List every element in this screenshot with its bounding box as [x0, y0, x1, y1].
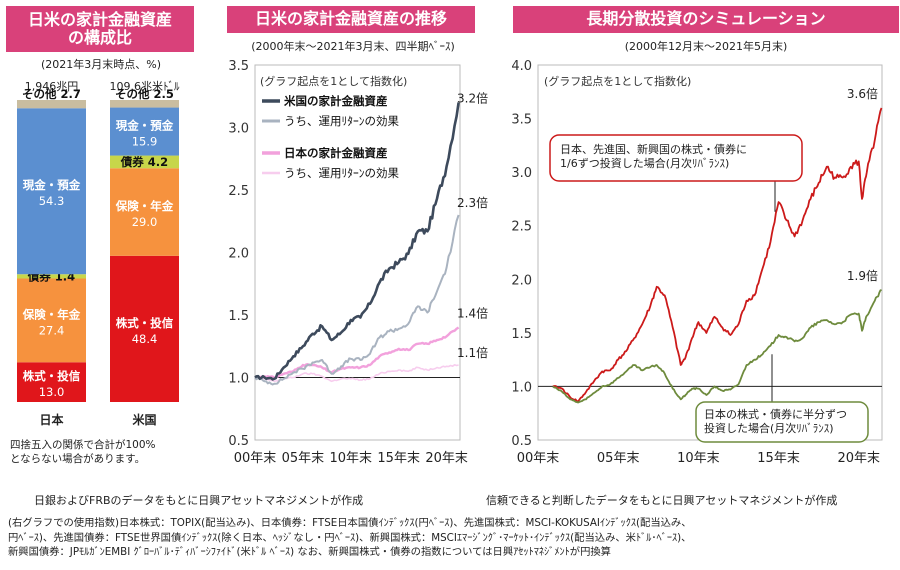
bar-segment	[110, 168, 179, 256]
legend-label: 米国の家計金融資産	[283, 94, 388, 108]
y-tick-label: 2.5	[228, 184, 249, 199]
segment-label: 現金・預金	[116, 119, 174, 133]
x-tick-label: 00年末	[234, 451, 277, 466]
bar-segment	[17, 362, 86, 402]
segment-label: 保険・年金	[115, 199, 174, 213]
y-tick-label: 3.0	[228, 122, 249, 137]
callout-top-text: 日本、先進国、新興国の株式・債券に 1/6ずつ投資した場合(月次ﾘﾊﾞﾗﾝｽ)	[560, 142, 747, 170]
y-tick-label: 0.5	[511, 434, 532, 449]
segment-label: 株式・投信	[23, 369, 81, 383]
callout-bottom-text: 日本の株式・債券に半分ずつ投資した場合(月次ﾘﾊﾞﾗﾝｽ)	[704, 407, 847, 435]
legend-label: 日本の家計金融資産	[284, 146, 388, 160]
x-tick-label: 10年末	[677, 451, 720, 466]
y-tick-label: 3.5	[228, 59, 249, 74]
bar-segment	[110, 107, 179, 156]
bar-segment	[110, 255, 179, 402]
segment-label: 保険・年金	[22, 307, 81, 321]
bar-segment	[17, 100, 86, 109]
end-label: 3.2倍	[457, 91, 488, 106]
bar-segment	[17, 278, 86, 363]
bar-total-label: 1,946兆円	[25, 80, 79, 93]
bottom-note: (右グラフでの使用指数)日本株式：TOPIX(配当込み)、日本債券：FTSE日本…	[8, 517, 692, 559]
bar-segment	[110, 100, 179, 108]
end-label: 2.3倍	[457, 195, 488, 210]
segment-label-inline: 債券 4.2	[120, 155, 168, 169]
panel2-title: 日米の家計金融資産の推移	[227, 6, 475, 33]
y-tick-label: 2.0	[228, 247, 249, 262]
x-tick-label: 20年末	[837, 451, 880, 466]
y-tick-label: 0.5	[228, 434, 249, 449]
panel1-footnote: 四捨五入の関係で合計が100% とならない場合があります。	[10, 439, 156, 466]
y-tick-label: 1.5	[228, 309, 249, 324]
segment-label-inline: その他 2.7	[22, 87, 81, 101]
household-assets-chart: 0.5 1.0 1.5 2.0 2.5 3.0 3.5 00年末 05年末 10年末 15年末 20年…	[228, 59, 488, 466]
category-label: 米国	[132, 412, 156, 427]
y-tick-label: 2.0	[511, 273, 532, 288]
series-line	[552, 107, 883, 403]
segment-value: 27.4	[39, 323, 65, 337]
segment-label-inline: その他 2.5	[115, 87, 174, 101]
x-tick-label: 10年末	[330, 451, 373, 466]
series-line	[254, 364, 459, 383]
series-line	[254, 102, 460, 381]
segment-label: 現金・預金	[23, 178, 81, 192]
end-label: 1.9倍	[847, 268, 878, 283]
series-line	[552, 289, 882, 404]
bar-total-label: 109.6兆米ﾄﾞﾙ	[110, 80, 180, 93]
y-tick-label: 1.5	[511, 327, 532, 342]
y-tick-label: 1.0	[228, 372, 249, 387]
end-label: 1.1倍	[457, 345, 488, 360]
panel2-subtitle: (2000年末～2021年3月末、四半期ﾍﾞｰｽ)	[251, 40, 455, 53]
legend-label: うち、運用ﾘﾀｰﾝの効果	[284, 166, 399, 180]
x-tick-label: 20年末	[425, 451, 468, 466]
panel3-credit: 信頼できると判断したデータをもとに日興アセットマネジメントが作成	[486, 494, 838, 507]
y-tick-label: 3.0	[511, 166, 532, 181]
panel2-note: (グラフ起点を1として指数化)	[260, 74, 407, 88]
segment-value: 48.4	[132, 332, 158, 346]
x-tick-label: 00年末	[517, 451, 560, 466]
bar-segment	[17, 274, 86, 279]
simulation-chart: 0.5 1.0 1.5 2.0 2.5 3.0 3.5 4.0 00年末 05年末 10年末 15年末…	[511, 59, 883, 466]
y-tick-label: 3.5	[511, 113, 532, 128]
legend-label: うち、運用ﾘﾀｰﾝの効果	[284, 114, 399, 128]
end-label: 3.6倍	[847, 86, 878, 101]
plot-frame	[537, 64, 883, 441]
segment-label: 株式・投信	[116, 316, 174, 330]
panel3-title: 長期分散投資のシミュレーション	[513, 6, 899, 33]
plot-frame	[254, 64, 461, 441]
y-tick-label: 1.0	[511, 380, 532, 395]
segment-value: 29.0	[132, 215, 158, 229]
y-tick-label: 4.0	[511, 59, 532, 74]
bar-segment	[17, 108, 86, 275]
x-tick-label: 15年末	[377, 451, 420, 466]
series-line	[254, 214, 460, 386]
y-tick-label: 2.5	[511, 220, 532, 235]
panel2-credit: 日銀およびFRBのデータをもとに日興アセットマネジメントが作成	[34, 494, 364, 507]
x-tick-label: 05年末	[282, 451, 325, 466]
segment-value: 54.3	[39, 194, 65, 208]
segment-value: 13.0	[39, 385, 65, 399]
callout-box	[695, 401, 869, 443]
category-label: 日本	[39, 412, 63, 427]
panel3-subtitle: (2000年12月末～2021年5月末)	[624, 40, 788, 53]
callout-box	[549, 134, 803, 182]
x-tick-label: 15年末	[757, 451, 800, 466]
series-line	[254, 326, 460, 379]
panel1-subtitle: (2021年3月末時点、%)	[40, 58, 162, 71]
segment-value: 15.9	[132, 135, 158, 149]
panel3-note: (グラフ起点を1として指数化)	[544, 74, 691, 88]
panel1-title: 日米の家計金融資産 の構成比	[6, 6, 194, 52]
x-tick-label: 05年末	[597, 451, 640, 466]
bar-segment	[110, 155, 179, 169]
end-label: 1.4倍	[457, 306, 488, 321]
